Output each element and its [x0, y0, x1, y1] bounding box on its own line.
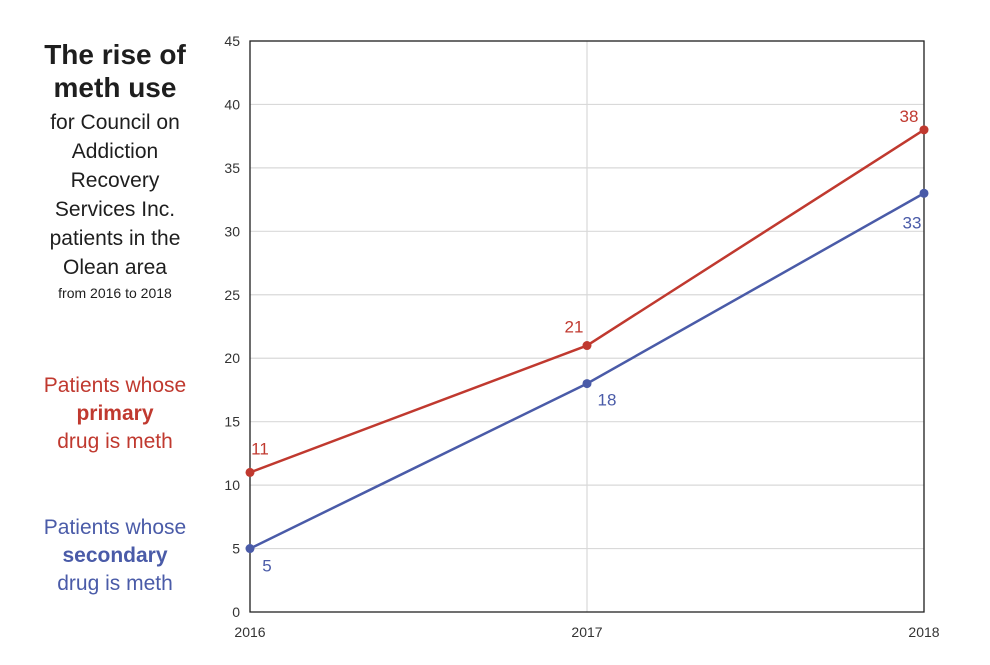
chart-subtitle: for Council on Addiction Recovery Servic…	[49, 111, 181, 279]
date-range-label: from 2016 to 2018	[58, 285, 172, 301]
y-tick-label: 30	[224, 223, 240, 239]
data-point-primary	[582, 341, 592, 351]
y-tick-label: 15	[224, 414, 240, 430]
legend-primary: Patients whose primary drug is meth	[20, 372, 210, 456]
data-label-primary: 21	[565, 318, 584, 337]
data-point-secondary	[582, 379, 592, 389]
x-tick-label: 2018	[908, 624, 939, 640]
legend-primary-emphasis: primary	[76, 402, 154, 425]
x-tick-label: 2016	[234, 624, 265, 640]
chart-title: The rise of meth use	[44, 39, 186, 103]
y-tick-label: 35	[224, 160, 240, 176]
legend-secondary-emphasis: secondary	[62, 544, 168, 567]
data-label-primary: 38	[900, 107, 919, 126]
data-point-primary	[919, 125, 929, 135]
data-point-primary	[245, 467, 255, 477]
x-tick-label: 2017	[571, 624, 602, 640]
legend-secondary-line3: drug is meth	[57, 572, 173, 595]
legend-primary-line1: Patients whose	[43, 374, 187, 397]
data-point-secondary	[919, 188, 929, 198]
y-tick-label: 45	[224, 33, 240, 49]
data-label-secondary: 5	[262, 557, 271, 576]
y-tick-label: 40	[224, 96, 240, 112]
y-tick-label: 20	[224, 350, 240, 366]
legend-secondary-line1: Patients whose	[43, 516, 187, 539]
chart-title-block: The rise of meth use for Council on Addi…	[20, 38, 210, 301]
plot-frame	[249, 40, 925, 613]
data-label-secondary: 33	[903, 213, 922, 232]
y-tick-label: 10	[224, 477, 240, 493]
data-point-secondary	[245, 544, 255, 554]
y-tick-label: 0	[232, 604, 240, 620]
legend-secondary: Patients whose secondary drug is meth	[20, 514, 210, 598]
y-tick-label: 5	[232, 541, 240, 557]
y-tick-label: 25	[224, 287, 240, 303]
legend-primary-line3: drug is meth	[57, 430, 173, 453]
data-label-primary: 11	[251, 439, 269, 458]
data-label-secondary: 18	[598, 391, 617, 410]
